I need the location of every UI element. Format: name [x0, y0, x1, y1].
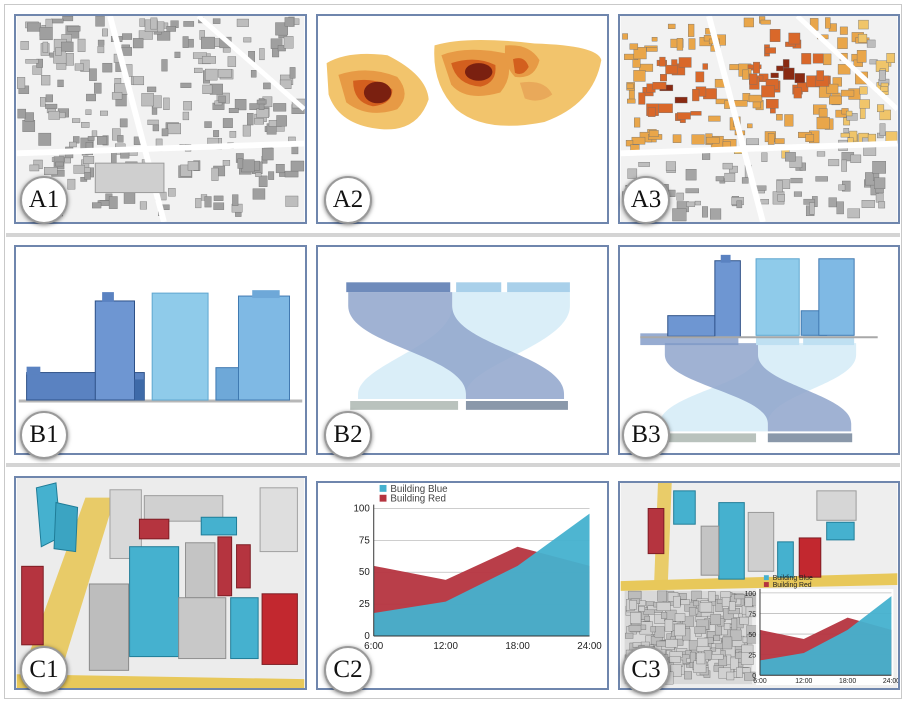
- label-a3: A3: [622, 176, 670, 224]
- chart-axes: [373, 504, 590, 637]
- label-b3: B3: [622, 411, 670, 459]
- legend-label: Building Red: [390, 494, 446, 505]
- legend-swatch: [379, 484, 387, 492]
- legend-swatch: [763, 575, 769, 581]
- y-tick-label: 75: [748, 611, 756, 618]
- x-tick-label: 24:00: [577, 641, 602, 652]
- flow-target-bar: [350, 401, 459, 410]
- panel-c1-colored-buildings: [14, 476, 307, 690]
- legend-label: Building Blue: [773, 575, 813, 582]
- city-model-colored: [16, 478, 305, 688]
- blue-building: [129, 546, 180, 658]
- y-tick-label: 0: [752, 673, 756, 680]
- label-c1: C1: [20, 646, 68, 694]
- y-tick-label: 25: [359, 599, 370, 610]
- chart-areas: [373, 513, 590, 637]
- city-model-heat-colored: [620, 16, 898, 222]
- legend-label: Building Blue: [390, 484, 448, 495]
- label-a2: A2: [324, 176, 372, 224]
- label-c2: C2: [324, 646, 372, 694]
- label-c3: C3: [622, 646, 670, 694]
- label-a1: A1: [20, 176, 68, 224]
- y-tick-label: 25: [748, 653, 756, 660]
- row-separator: [6, 233, 900, 237]
- flow-band-dark: [348, 292, 565, 400]
- y-tick-label: 75: [359, 535, 370, 546]
- x-tick-label: 6:00: [753, 678, 767, 685]
- red-building: [261, 593, 298, 665]
- y-tick-label: 50: [748, 632, 756, 639]
- building-right: [237, 295, 290, 401]
- x-tick-label: 24:00: [883, 678, 898, 685]
- legend-label: Building Red: [773, 582, 812, 589]
- x-tick-label: 18:00: [505, 641, 530, 652]
- panel-c3-city-chart: 0 25 50 75 100 6:00 12:00 18:00 24:00 Building B…: [618, 481, 900, 690]
- x-tick-label: 12:00: [433, 641, 458, 652]
- row-separator: [6, 463, 900, 467]
- y-tick-label: 100: [353, 503, 370, 514]
- legend-swatch: [763, 582, 769, 587]
- buildings-with-flow: [620, 247, 898, 453]
- area-building-blue: [373, 513, 590, 637]
- panel-a2-heatmap: [316, 14, 609, 224]
- area-building-blue: [759, 596, 892, 676]
- y-tick-label: 100: [745, 591, 757, 598]
- flow-diagram: [318, 247, 607, 453]
- panel-b3-buildings-flow: [618, 245, 900, 455]
- figure-frame: [4, 4, 902, 699]
- flow-source-bar: [346, 282, 451, 293]
- building-center: [151, 292, 209, 401]
- y-tick-label: 50: [359, 567, 370, 578]
- x-tick-label: 18:00: [839, 678, 856, 685]
- heatmap: [318, 16, 607, 222]
- building-left: [94, 300, 135, 401]
- label-b1: B1: [20, 411, 68, 459]
- y-tick-label: 0: [364, 631, 370, 642]
- city-with-chart: 0 25 50 75 100 6:00 12:00 18:00 24:00 Building B…: [620, 483, 898, 688]
- legend-swatch: [379, 494, 387, 502]
- label-b2: B2: [324, 411, 372, 459]
- chart-ticks: 0 25 50 75 100 6:00 12:00 18:00 24:00: [353, 503, 602, 651]
- x-tick-label: 12:00: [795, 678, 812, 685]
- building-elevations: [16, 247, 305, 453]
- area-chart: 0 25 50 75 100 6:00 12:00 18:00 24:00 Building B…: [318, 483, 607, 688]
- x-tick-label: 6:00: [364, 641, 384, 652]
